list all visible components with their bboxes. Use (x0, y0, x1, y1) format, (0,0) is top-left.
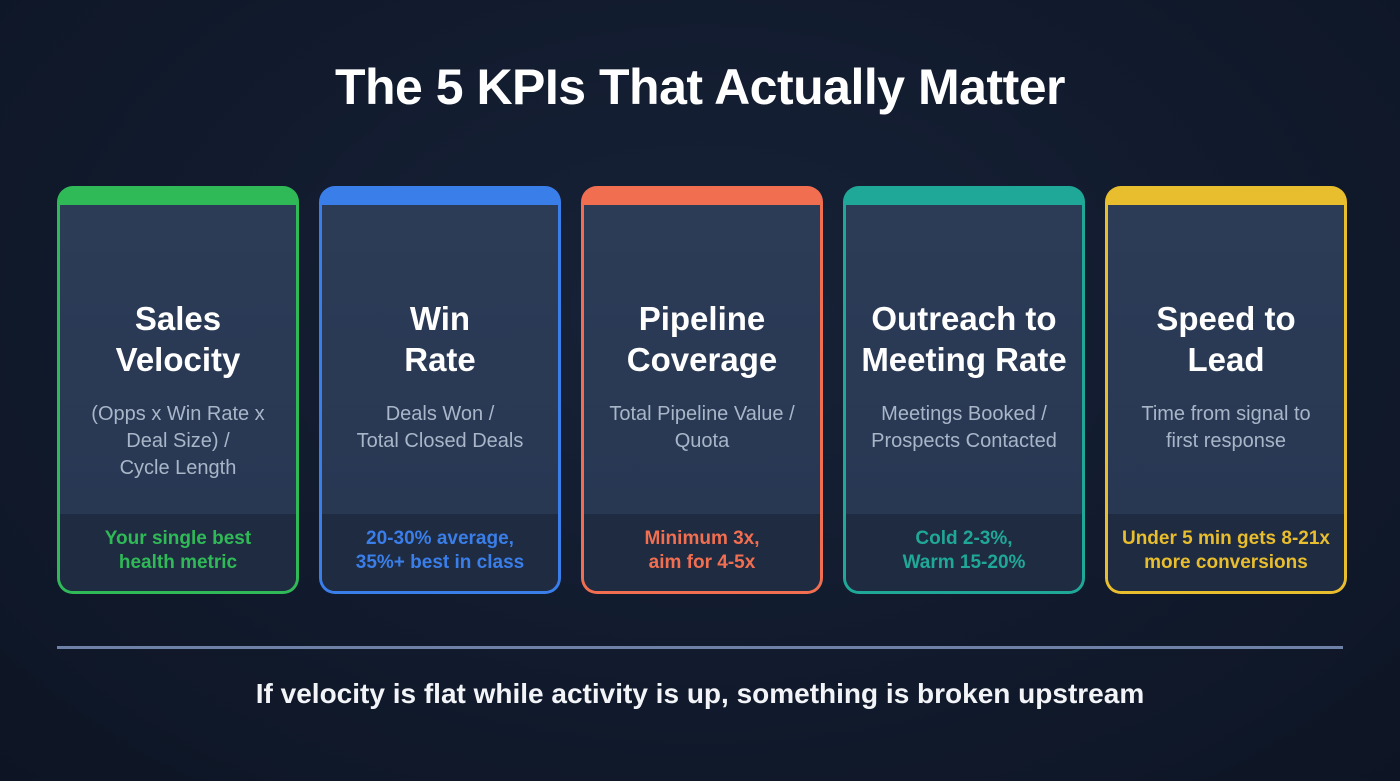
kpi-name: Sales Velocity (115, 300, 241, 378)
kpi-note: Minimum 3x, aim for 4-5x (584, 514, 820, 591)
kpi-note: Cold 2-3%, Warm 15-20% (846, 514, 1082, 591)
kpi-card-pipeline-coverage: Pipeline Coverage Total Pipeline Value /… (581, 186, 823, 594)
page-title: The 5 KPIs That Actually Matter (334, 59, 1066, 115)
divider (57, 646, 1343, 649)
kpi-formula: (Opps x Win Rate x Deal Size) / Cycle Le… (91, 403, 265, 479)
kpi-name: Win Rate (404, 300, 476, 378)
kpi-card-sales-velocity: Sales Velocity (Opps x Win Rate x Deal S… (57, 186, 299, 594)
kpi-formula: Deals Won / Total Closed Deals (356, 403, 524, 452)
kpi-name: Pipeline Coverage (626, 300, 778, 378)
kpi-formula: Time from signal to first response (1141, 403, 1311, 452)
kpi-cards: Sales Velocity (Opps x Win Rate x Deal S… (57, 186, 1347, 594)
kpi-card-outreach-to-meeting-rate: Outreach to Meeting Rate Meetings Booked… (843, 186, 1085, 594)
kpi-card-win-rate: Win Rate Deals Won / Total Closed Deals … (319, 186, 561, 594)
kpi-note: 20-30% average, 35%+ best in class (322, 514, 558, 591)
kpi-note: Under 5 min gets 8-21x more conversions (1108, 514, 1344, 591)
kpi-name: Outreach to Meeting Rate (861, 300, 1067, 378)
footer-takeaway: If velocity is flat while activity is up… (255, 678, 1145, 709)
kpi-formula: Meetings Booked / Prospects Contacted (871, 403, 1057, 452)
kpi-card-speed-to-lead: Speed to Lead Time from signal to first … (1105, 186, 1347, 594)
kpi-name: Speed to Lead (1156, 300, 1296, 378)
kpi-formula: Total Pipeline Value / Quota (609, 403, 795, 452)
kpi-note: Your single best health metric (60, 514, 296, 591)
